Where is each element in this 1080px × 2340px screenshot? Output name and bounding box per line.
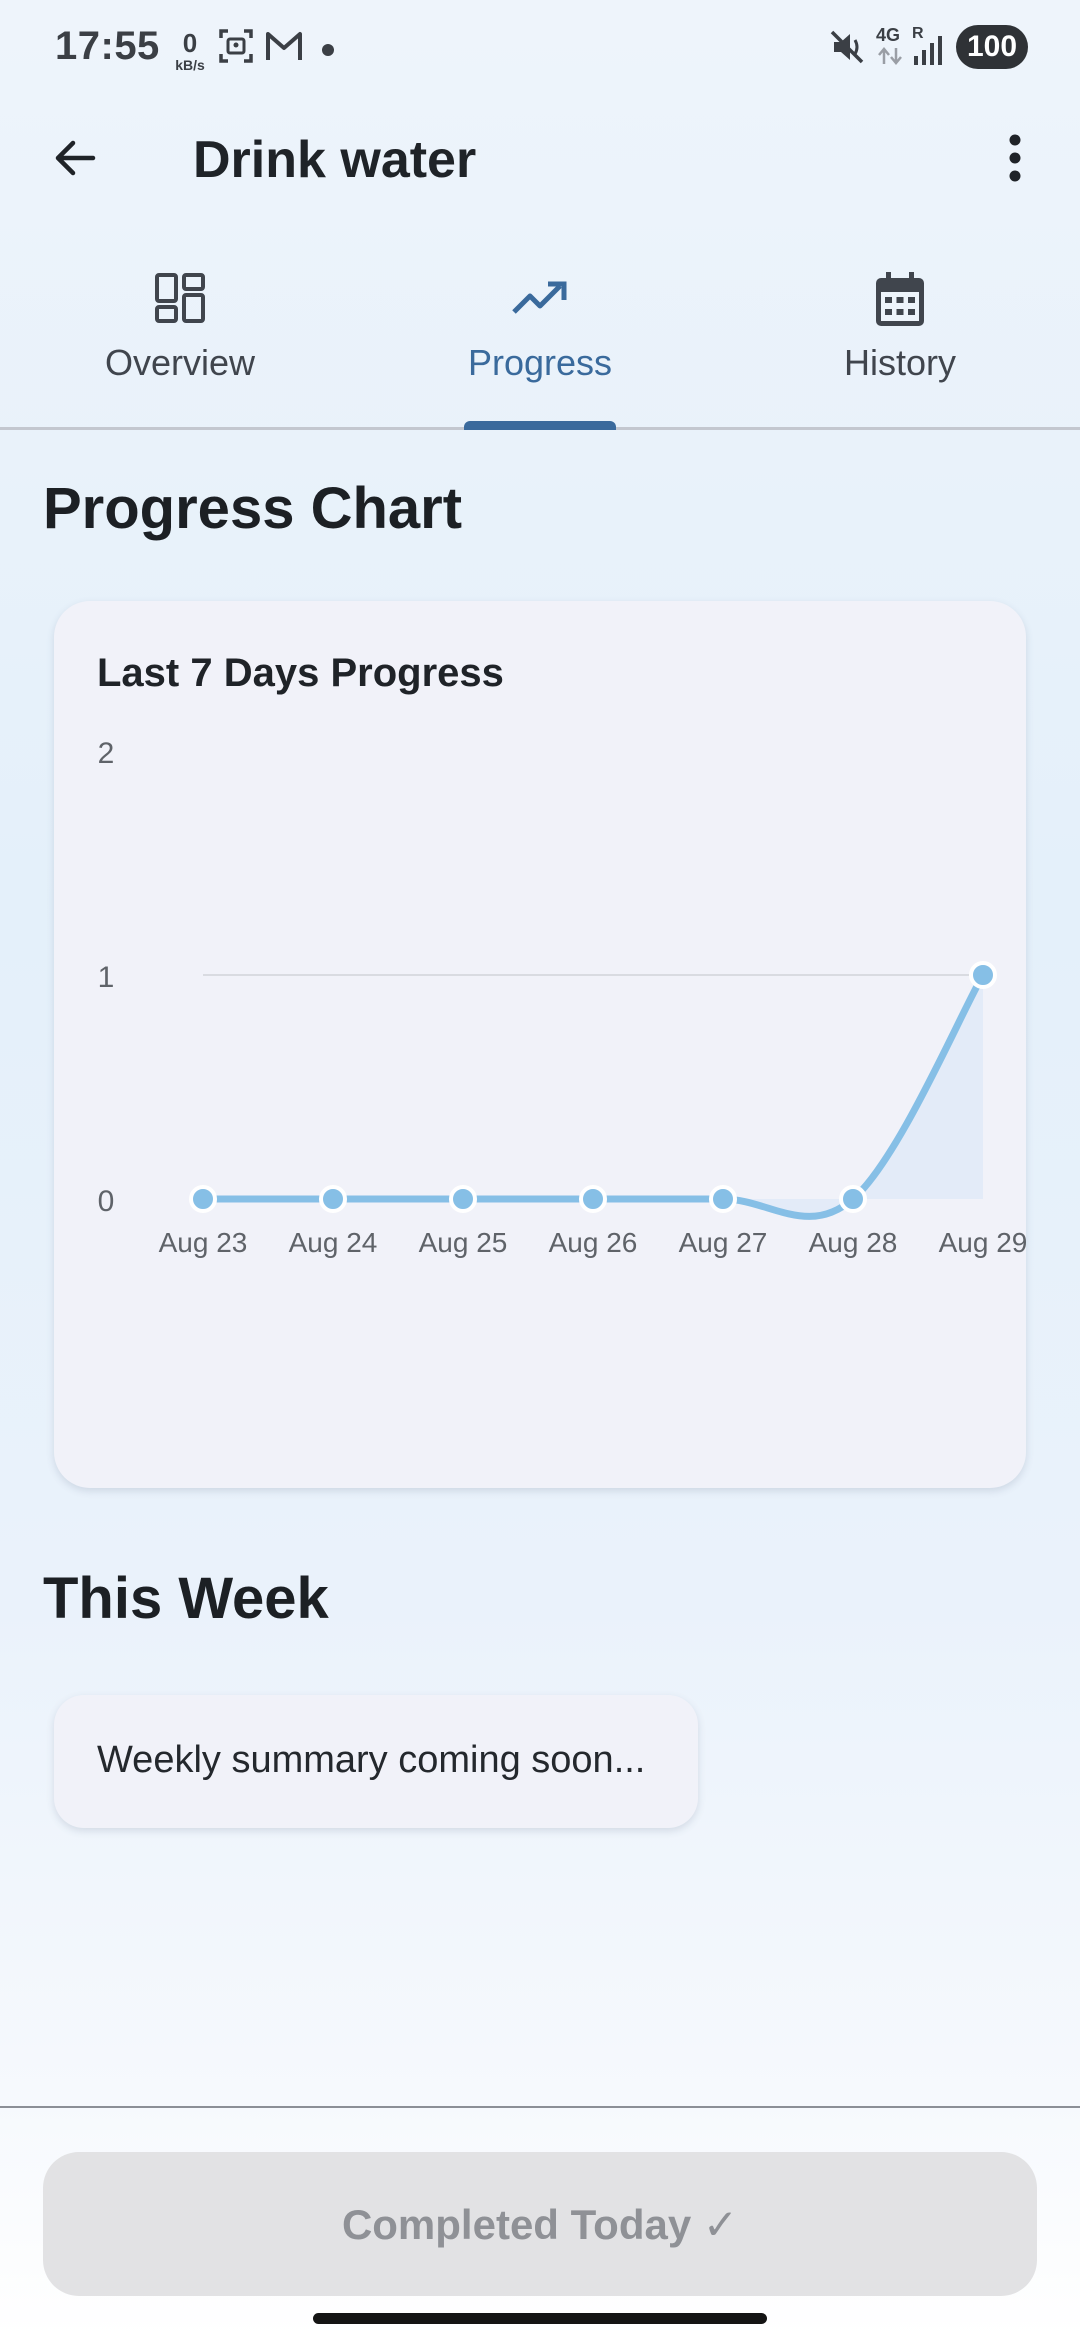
dashboard-icon [155, 273, 205, 323]
more-options-button[interactable] [985, 125, 1045, 191]
active-tab-indicator [464, 421, 616, 430]
network-4g-icon: 4G R [876, 25, 924, 66]
data-point-aug-27 [709, 1185, 737, 1213]
tab-progress-label: Progress [467, 342, 613, 383]
data-point-aug-28 [839, 1185, 867, 1213]
calendar-icon [876, 272, 924, 326]
network-speed: 0 kB/s [170, 30, 210, 72]
tab-history-label: History [843, 342, 956, 383]
data-arrows-icon [878, 47, 902, 65]
status-bar: 17:55 0 kB/s 4G R 100 [0, 0, 1080, 100]
chart-card: Last 7 Days Progress 0 1 2 Aug 23 Aug 24 Aug … [54, 601, 1026, 1488]
more-vert-icon [1009, 134, 1021, 182]
data-point-aug-29 [969, 961, 997, 989]
line-chart: 0 1 2 Aug 23 Aug 24 Aug 25 Aug 26 Aug 27 Aug 28 A… [98, 737, 1026, 1258]
tab-overview[interactable]: Overview [0, 260, 360, 427]
gmail-icon [266, 32, 302, 60]
network-type-label: 4G [876, 25, 901, 45]
notification-dot-icon [322, 44, 334, 56]
tab-overview-label: Overview [104, 342, 256, 383]
x-tick-label: Aug 28 [809, 1227, 898, 1258]
y-tick-label: 2 [98, 737, 115, 770]
battery-icon: 100 [956, 25, 1028, 69]
weekly-summary-text: Weekly summary coming soon... [97, 1739, 646, 1781]
x-tick-label: Aug 29 [939, 1227, 1026, 1258]
x-tick-label: Aug 26 [549, 1227, 638, 1258]
page-title: Drink water [193, 131, 477, 189]
screenshot-icon [219, 29, 253, 63]
back-arrow-icon [55, 140, 96, 176]
bottom-divider [0, 2106, 1080, 2108]
data-point-aug-26 [579, 1185, 607, 1213]
data-point-aug-23 [189, 1185, 217, 1213]
network-speed-unit: kB/s [175, 57, 205, 73]
x-tick-label: Aug 23 [159, 1227, 248, 1258]
x-tick-label: Aug 25 [419, 1227, 508, 1258]
week-section-title: This Week [43, 1566, 329, 1631]
trending-up-icon [512, 281, 567, 314]
chart-title: Last 7 Days Progress [97, 651, 504, 695]
data-point-aug-25 [449, 1185, 477, 1213]
network-speed-value: 0 [182, 28, 198, 58]
status-time: 17:55 [55, 24, 160, 68]
y-tick-label: 1 [98, 961, 115, 994]
mute-icon [830, 30, 864, 64]
tab-progress[interactable]: Progress [360, 260, 720, 427]
completed-today-button[interactable]: Completed Today ✓ [43, 2152, 1037, 2296]
series-line [199, 971, 987, 1220]
series-area [203, 975, 983, 1217]
tab-history[interactable]: History [720, 260, 1080, 427]
roaming-label: R [912, 25, 924, 42]
back-button[interactable] [42, 125, 108, 191]
x-tick-label: Aug 24 [289, 1227, 378, 1258]
app-bar: Drink water [0, 100, 1080, 215]
weekly-summary-card: Weekly summary coming soon... [54, 1695, 698, 1828]
signal-icon [914, 36, 942, 65]
progress-section-title: Progress Chart [43, 476, 463, 541]
home-indicator[interactable] [313, 2313, 767, 2324]
data-point-aug-24 [319, 1185, 347, 1213]
x-tick-label: Aug 27 [679, 1227, 768, 1258]
tab-bar: Overview Progress Histor [0, 260, 1080, 430]
y-tick-label: 0 [98, 1185, 115, 1218]
